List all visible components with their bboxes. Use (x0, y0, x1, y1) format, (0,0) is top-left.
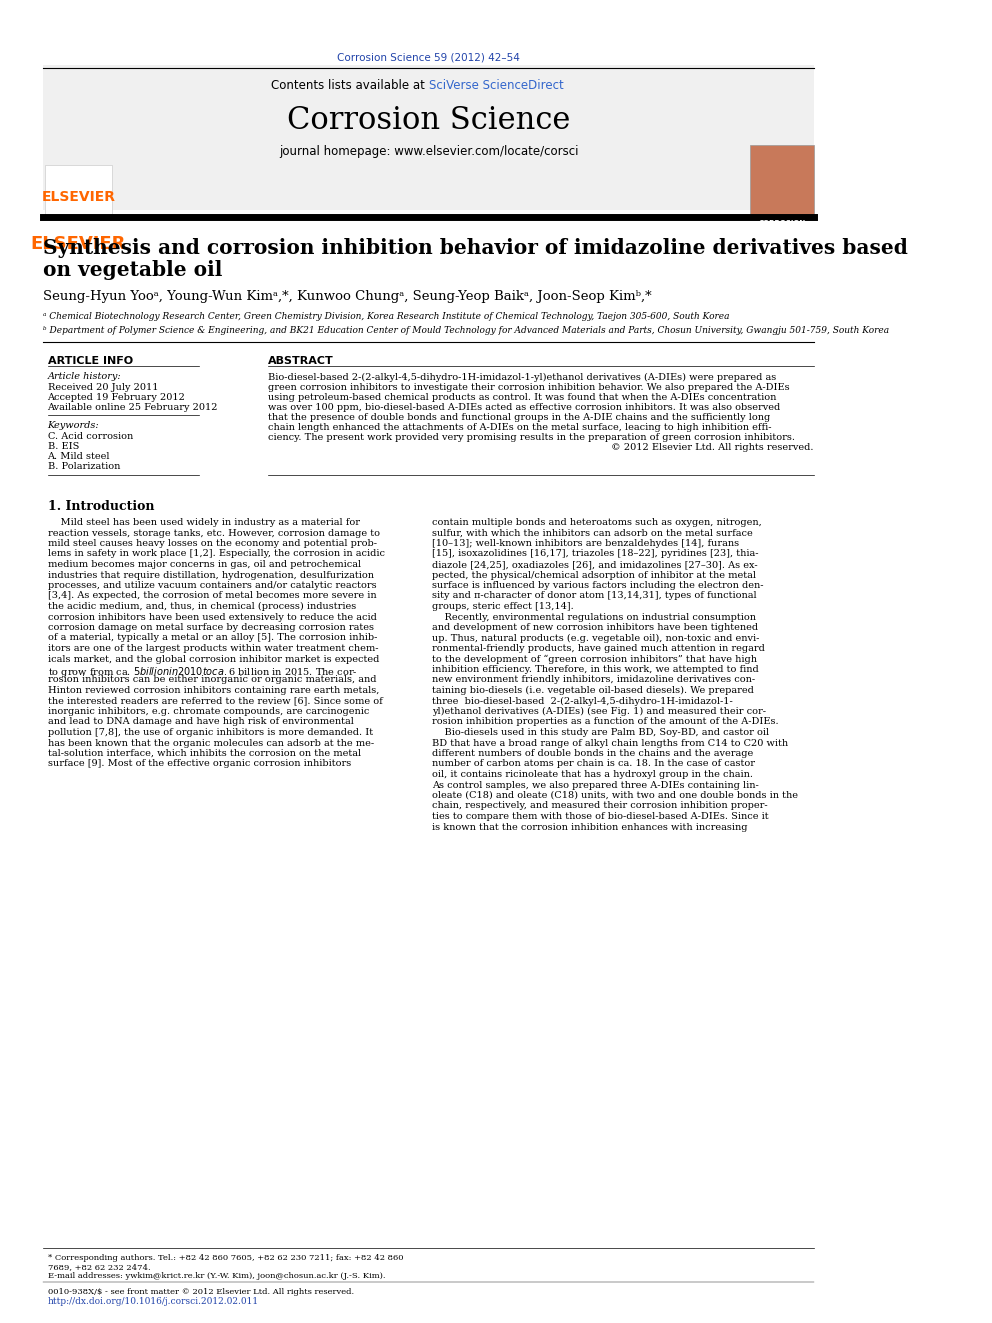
Text: Keywords:: Keywords: (48, 421, 99, 430)
Text: ᵃ Chemical Biotechnology Research Center, Green Chemistry Division, Korea Resear: ᵃ Chemical Biotechnology Research Center… (44, 312, 730, 321)
Text: pected, the physical/chemical adsorption of inhibitor at the metal: pected, the physical/chemical adsorption… (433, 570, 756, 579)
Text: rosion inhibitors can be either inorganic or organic materials, and: rosion inhibitors can be either inorgani… (48, 676, 376, 684)
Text: itors are one of the largest products within water treatment chem-: itors are one of the largest products wi… (48, 644, 378, 654)
Text: tal-solution interface, which inhibits the corrosion on the metal: tal-solution interface, which inhibits t… (48, 749, 361, 758)
Text: oil, it contains ricinoleate that has a hydroxyl group in the chain.: oil, it contains ricinoleate that has a … (433, 770, 753, 779)
Text: icals market, and the global corrosion inhibitor market is expected: icals market, and the global corrosion i… (48, 655, 379, 664)
Text: the acidic medium, and, thus, in chemical (process) industries: the acidic medium, and, thus, in chemica… (48, 602, 356, 611)
Text: Contents lists available at: Contents lists available at (271, 79, 429, 93)
Text: As control samples, we also prepared three A-DIEs containing lin-: As control samples, we also prepared thr… (433, 781, 759, 790)
Text: industries that require distillation, hydrogenation, desulfurization: industries that require distillation, hy… (48, 570, 374, 579)
Text: inorganic inhibitors, e.g. chromate compounds, are carcinogenic: inorganic inhibitors, e.g. chromate comp… (48, 706, 369, 716)
FancyBboxPatch shape (750, 146, 814, 216)
Text: to grow from ca. $5 billion in 2010 to ca. $6 billion in 2015. The cor-: to grow from ca. $5 billion in 2010 to c… (48, 665, 357, 679)
Text: http://dx.doi.org/10.1016/j.corsci.2012.02.011: http://dx.doi.org/10.1016/j.corsci.2012.… (48, 1297, 259, 1306)
Text: © 2012 Elsevier Ltd. All rights reserved.: © 2012 Elsevier Ltd. All rights reserved… (611, 443, 814, 452)
Text: [15], isoxazolidines [16,17], triazoles [18–22], pyridines [23], thia-: [15], isoxazolidines [16,17], triazoles … (433, 549, 759, 558)
FancyBboxPatch shape (44, 65, 814, 210)
Text: on vegetable oil: on vegetable oil (44, 261, 222, 280)
Text: Available online 25 February 2012: Available online 25 February 2012 (48, 404, 218, 411)
Text: corrosion damage on metal surface by decreasing corrosion rates: corrosion damage on metal surface by dec… (48, 623, 374, 632)
Text: Corrosion Science: Corrosion Science (287, 105, 570, 136)
Text: Hinton reviewed corrosion inhibitors containing rare earth metals,: Hinton reviewed corrosion inhibitors con… (48, 687, 379, 695)
Text: chain length enhanced the attachments of A-DIEs on the metal surface, leacing to: chain length enhanced the attachments of… (268, 423, 772, 433)
Text: Received 20 July 2011: Received 20 July 2011 (48, 382, 158, 392)
Text: sity and π-character of donor atom [13,14,31], types of functional: sity and π-character of donor atom [13,1… (433, 591, 757, 601)
Text: ELSEVIER: ELSEVIER (30, 235, 125, 253)
Text: diazole [24,25], oxadiazoles [26], and imidazolines [27–30]. As ex-: diazole [24,25], oxadiazoles [26], and i… (433, 560, 758, 569)
Text: surface is influenced by various factors including the electron den-: surface is influenced by various factors… (433, 581, 764, 590)
Text: rosion inhibition properties as a function of the amount of the A-DIEs.: rosion inhibition properties as a functi… (433, 717, 779, 726)
Text: 0010-938X/$ - see front matter © 2012 Elsevier Ltd. All rights reserved.: 0010-938X/$ - see front matter © 2012 El… (48, 1289, 354, 1297)
Text: three  bio-diesel-based  2-(2-alkyl-4,5-dihydro-1H-imidazol-1-: three bio-diesel-based 2-(2-alkyl-4,5-di… (433, 696, 733, 705)
Text: ties to compare them with those of bio-diesel-based A-DIEs. Since it: ties to compare them with those of bio-d… (433, 812, 769, 822)
Text: using petroleum-based chemical products as control. It was found that when the A: using petroleum-based chemical products … (268, 393, 777, 402)
Text: Recently, environmental regulations on industrial consumption: Recently, environmental regulations on i… (433, 613, 756, 622)
Text: 7689, +82 62 232 2474.: 7689, +82 62 232 2474. (48, 1263, 150, 1271)
Text: C. Acid corrosion: C. Acid corrosion (48, 433, 133, 441)
Text: Seung-Hyun Yooᵃ, Young-Wun Kimᵃ,*, Kunwoo Chungᵃ, Seung-Yeop Baikᵃ, Joon-Seop Ki: Seung-Hyun Yooᵃ, Young-Wun Kimᵃ,*, Kunwo… (44, 290, 652, 303)
Text: and lead to DNA damage and have high risk of environmental: and lead to DNA damage and have high ris… (48, 717, 353, 726)
Text: journal homepage: www.elsevier.com/locate/corsci: journal homepage: www.elsevier.com/locat… (279, 146, 578, 157)
Text: A. Mild steel: A. Mild steel (48, 452, 110, 460)
Text: oleate (C18) and oleate (C18) units, with two and one double bonds in the: oleate (C18) and oleate (C18) units, wit… (433, 791, 798, 800)
Text: to the development of “green corrosion inhibitors” that have high: to the development of “green corrosion i… (433, 655, 757, 664)
Text: is known that the corrosion inhibition enhances with increasing: is known that the corrosion inhibition e… (433, 823, 748, 831)
Text: taining bio-diesels (i.e. vegetable oil-based diesels). We prepared: taining bio-diesels (i.e. vegetable oil-… (433, 687, 754, 695)
Text: pollution [7,8], the use of organic inhibitors is more demanded. It: pollution [7,8], the use of organic inhi… (48, 728, 373, 737)
Text: of a material, typically a metal or an alloy [5]. The corrosion inhib-: of a material, typically a metal or an a… (48, 634, 377, 643)
Text: has been known that the organic molecules can adsorb at the me-: has been known that the organic molecule… (48, 738, 374, 747)
Text: that the presence of double bonds and functional groups in the A-DIE chains and : that the presence of double bonds and fu… (268, 413, 770, 422)
Text: [10–13]; well-known inhibitors are benzaldehydes [14], furans: [10–13]; well-known inhibitors are benza… (433, 538, 739, 548)
Text: surface [9]. Most of the effective organic corrosion inhibitors: surface [9]. Most of the effective organ… (48, 759, 351, 769)
Text: 1. Introduction: 1. Introduction (48, 500, 154, 513)
Text: E-mail addresses: ywkim@krict.re.kr (Y.-W. Kim), joon@chosun.ac.kr (J.-S. Kim).: E-mail addresses: ywkim@krict.re.kr (Y.-… (48, 1271, 385, 1279)
Text: chain, respectively, and measured their corrosion inhibition proper-: chain, respectively, and measured their … (433, 802, 768, 811)
Text: groups, steric effect [13,14].: groups, steric effect [13,14]. (433, 602, 573, 611)
Text: ARTICLE INFO: ARTICLE INFO (48, 356, 133, 366)
Text: ronmental-friendly products, have gained much attention in regard: ronmental-friendly products, have gained… (433, 644, 765, 654)
Text: corrosion inhibitors have been used extensively to reduce the acid: corrosion inhibitors have been used exte… (48, 613, 376, 622)
Text: B. EIS: B. EIS (48, 442, 79, 451)
Text: number of carbon atoms per chain is ca. 18. In the case of castor: number of carbon atoms per chain is ca. … (433, 759, 755, 769)
Text: Accepted 19 February 2012: Accepted 19 February 2012 (48, 393, 186, 402)
Text: processes, and utilize vacuum containers and/or catalytic reactors: processes, and utilize vacuum containers… (48, 581, 376, 590)
Text: ELSEVIER: ELSEVIER (42, 191, 116, 204)
Text: mild steel causes heavy losses on the economy and potential prob-: mild steel causes heavy losses on the ec… (48, 538, 377, 548)
Text: ᵇ Department of Polymer Science & Engineering, and BK21 Education Center of Moul: ᵇ Department of Polymer Science & Engine… (44, 325, 890, 335)
Text: and development of new corrosion inhibitors have been tightened: and development of new corrosion inhibit… (433, 623, 758, 632)
Text: Article history:: Article history: (48, 372, 121, 381)
Text: Bio-diesel-based 2-(2-alkyl-4,5-dihydro-1H-imidazol-1-yl)ethanol derivatives (A-: Bio-diesel-based 2-(2-alkyl-4,5-dihydro-… (268, 373, 776, 382)
Text: BD that have a broad range of alkyl chain lengths from C14 to C20 with: BD that have a broad range of alkyl chai… (433, 738, 789, 747)
Text: up. Thus, natural products (e.g. vegetable oil), non-toxic and envi-: up. Thus, natural products (e.g. vegetab… (433, 634, 760, 643)
Text: sulfur, with which the inhibitors can adsorb on the metal surface: sulfur, with which the inhibitors can ad… (433, 528, 753, 537)
Text: was over 100 ppm, bio-diesel-based A-DIEs acted as effective corrosion inhibitor: was over 100 ppm, bio-diesel-based A-DIE… (268, 404, 780, 411)
Text: reaction vessels, storage tanks, etc. However, corrosion damage to: reaction vessels, storage tanks, etc. Ho… (48, 528, 380, 537)
Text: [3,4]. As expected, the corrosion of metal becomes more severe in: [3,4]. As expected, the corrosion of met… (48, 591, 376, 601)
Text: B. Polarization: B. Polarization (48, 462, 120, 471)
Text: green corrosion inhibitors to investigate their corrosion inhibition behavior. W: green corrosion inhibitors to investigat… (268, 382, 790, 392)
FancyBboxPatch shape (45, 165, 112, 216)
Text: ciency. The present work provided very promising results in the preparation of g: ciency. The present work provided very p… (268, 433, 795, 442)
Text: different numbers of double bonds in the chains and the average: different numbers of double bonds in the… (433, 749, 753, 758)
Text: the interested readers are referred to the review [6]. Since some of: the interested readers are referred to t… (48, 696, 382, 705)
Text: ABSTRACT: ABSTRACT (268, 356, 333, 366)
Text: inhibition efficiency. Therefore, in this work, we attempted to find: inhibition efficiency. Therefore, in thi… (433, 665, 759, 673)
Text: contain multiple bonds and heteroatoms such as oxygen, nitrogen,: contain multiple bonds and heteroatoms s… (433, 519, 762, 527)
Text: Bio-diesels used in this study are Palm BD, Soy-BD, and castor oil: Bio-diesels used in this study are Palm … (433, 728, 769, 737)
Text: * Corresponding authors. Tel.: +82 42 860 7605, +82 62 230 7211; fax: +82 42 860: * Corresponding authors. Tel.: +82 42 86… (48, 1254, 403, 1262)
Text: CORROSION
SCIENCE: CORROSION SCIENCE (758, 220, 806, 233)
Text: yl)ethanol derivatives (A-DIEs) (see Fig. 1) and measured their cor-: yl)ethanol derivatives (A-DIEs) (see Fig… (433, 706, 766, 716)
Text: medium becomes major concerns in gas, oil and petrochemical: medium becomes major concerns in gas, oi… (48, 560, 361, 569)
Text: Mild steel has been used widely in industry as a material for: Mild steel has been used widely in indus… (48, 519, 359, 527)
Text: Synthesis and corrosion inhibition behavior of imidazoline derivatives based: Synthesis and corrosion inhibition behav… (44, 238, 908, 258)
Text: SciVerse ScienceDirect: SciVerse ScienceDirect (429, 79, 563, 93)
Text: new environment friendly inhibitors, imidazoline derivatives con-: new environment friendly inhibitors, imi… (433, 676, 755, 684)
Text: lems in safety in work place [1,2]. Especially, the corrosion in acidic: lems in safety in work place [1,2]. Espe… (48, 549, 385, 558)
Text: Corrosion Science 59 (2012) 42–54: Corrosion Science 59 (2012) 42–54 (337, 52, 520, 62)
